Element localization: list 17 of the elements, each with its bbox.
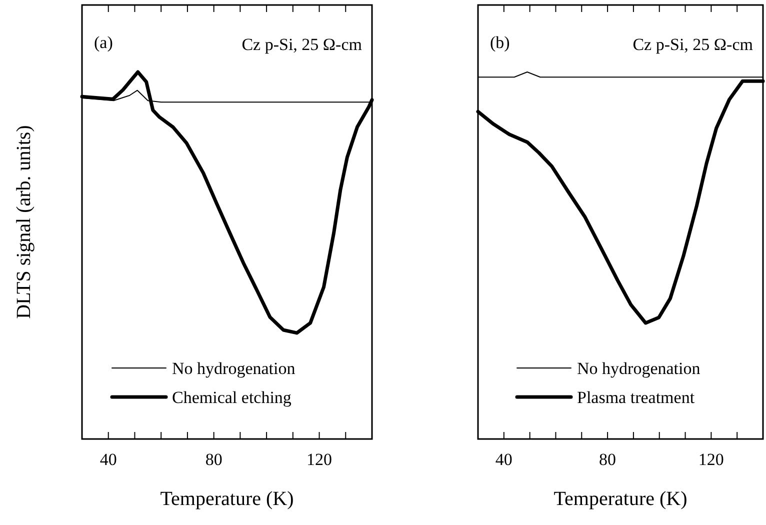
legend-label: No hydrogenation (172, 359, 296, 378)
x-tick-label: 40 (495, 450, 512, 470)
x-tick-label: 80 (599, 450, 616, 470)
text: (b) (490, 33, 510, 52)
x-tick-label: 120 (698, 450, 724, 470)
y-axis-title: DLTS signal (arb. units) (13, 125, 35, 319)
legend-label: No hydrogenation (577, 359, 701, 378)
text: Cz p-Si, 25 Ω-cm (632, 35, 753, 54)
x-axis-title: Temperature (K) (160, 488, 294, 510)
legend-label: Plasma treatment (577, 388, 695, 407)
legend-label: Chemical etching (172, 388, 292, 407)
text: Cz p-Si, 25 Ω-cm (242, 35, 362, 54)
x-tick-label: 80 (205, 450, 222, 470)
x-tick-label: 120 (306, 450, 332, 470)
text: (a) (94, 33, 113, 52)
x-axis-title: Temperature (K) (554, 488, 688, 510)
x-tick-label: 40 (100, 450, 117, 470)
